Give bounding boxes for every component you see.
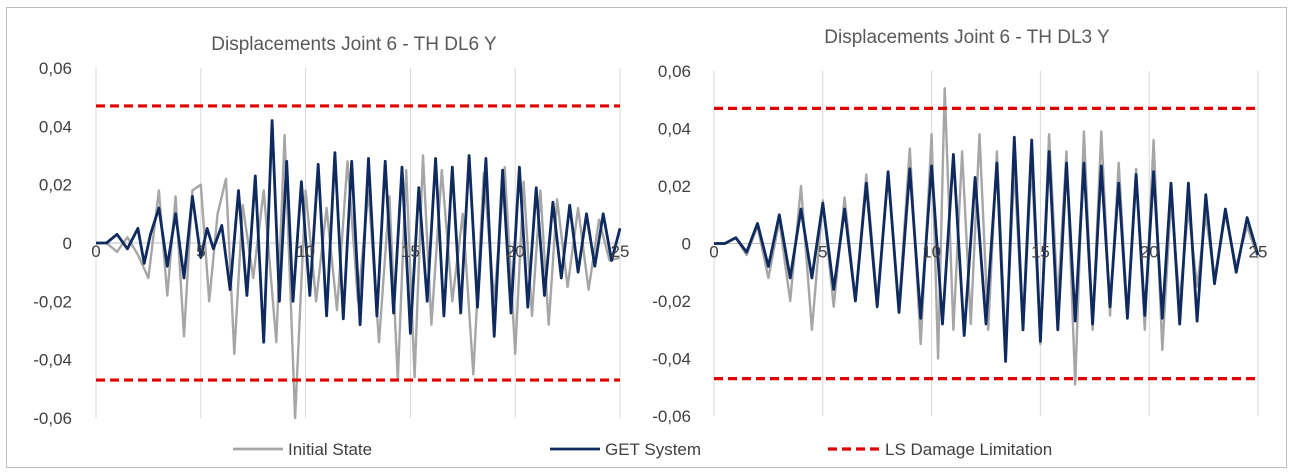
legend-label-ls-damage-limitation: LS Damage Limitation [885,440,1052,459]
y-tick-label: -0,04 [652,350,691,369]
y-tick-label: -0,06 [652,407,691,426]
y-tick-label: 0 [63,234,72,253]
y-tick-label: -0,06 [33,409,72,428]
x-tick-label: 0 [709,243,718,262]
x-tick-label: 20 [1140,243,1159,262]
x-tick-label: 5 [818,243,827,262]
chart-frame [6,7,1287,468]
y-tick-label: 0,02 [658,177,691,196]
y-tick-label: 0,06 [39,59,72,78]
series-get-system-line [714,135,1260,363]
chart-dl6: Displacements Joint 6 - TH DL6 Y 0,06 0,0… [33,34,629,428]
series-get-system-line [96,119,622,344]
x-tick-label: 20 [506,242,525,261]
y-tick-label: 0 [682,235,691,254]
legend-item-ls-damage-limitation: LS Damage Limitation [828,440,1052,459]
y-tick-label: -0,02 [33,292,72,311]
chart-title-dl3: Displacements Joint 6 - TH DL3 Y [824,27,1110,48]
chart-title-dl6: Displacements Joint 6 - TH DL6 Y [211,34,497,55]
y-tick-label: -0,02 [652,292,691,311]
y-tick-label: 0,02 [39,176,72,195]
legend-label-initial-state: Initial State [288,440,372,459]
x-tick-label: 5 [196,242,205,261]
x-tick-label: 25 [1249,243,1268,262]
x-tick-label: 10 [922,243,941,262]
y-tick-label: 0,04 [39,117,72,136]
chart-dl3: Displacements Joint 6 - TH DL3 Y 0,06 0,0… [652,27,1267,426]
x-tick-label: 15 [401,242,420,261]
y-tick-label: -0,04 [33,351,72,370]
legend-item-initial-state: Initial State [233,440,372,459]
chart-legend: Initial State GET System LS Damage Limit… [233,440,1052,459]
legend-item-get-system: GET System [550,440,701,459]
x-tick-label: 0 [91,242,100,261]
y-tick-label: 0,04 [658,120,691,139]
x-tick-label: 25 [611,242,630,261]
legend-label-get-system: GET System [605,440,701,459]
x-tick-label: 10 [296,242,315,261]
x-tick-label: 15 [1031,243,1050,262]
y-tick-label: 0,06 [658,62,691,81]
